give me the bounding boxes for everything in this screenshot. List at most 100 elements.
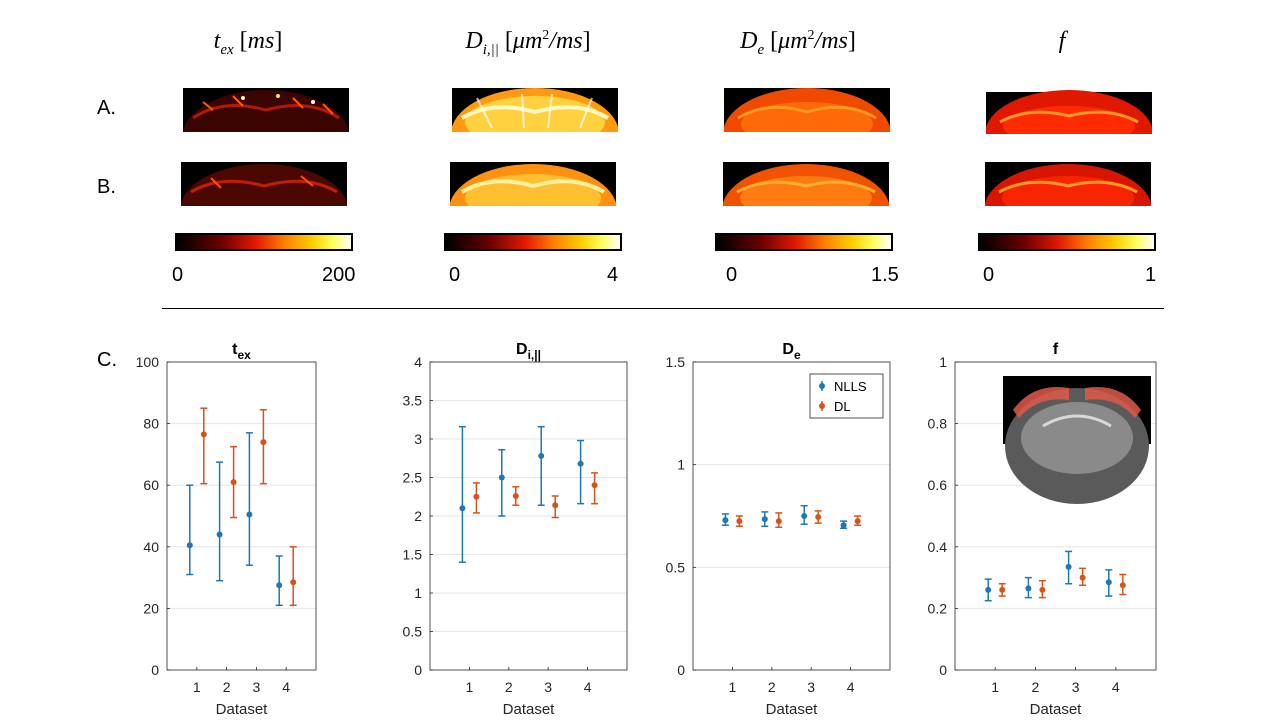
data-point	[1039, 586, 1046, 593]
data-point	[186, 542, 193, 549]
x-tick-label: 2	[223, 679, 231, 695]
y-tick-label: 0.5	[666, 559, 686, 575]
colorbar-max-tex: 200	[322, 264, 356, 286]
plot-area	[692, 361, 891, 671]
legend-label: DL	[834, 399, 851, 414]
x-tick-label: 4	[847, 679, 855, 695]
data-point	[200, 431, 207, 438]
x-tick-label: 4	[584, 679, 592, 695]
data-point	[1065, 563, 1072, 570]
x-tick-label: 3	[544, 679, 552, 695]
colorbar-max-f: 1	[1145, 264, 1157, 286]
y-tick-label: 2.5	[403, 470, 423, 486]
x-axis-label: Dataset	[1030, 701, 1083, 718]
x-tick-label: 1	[466, 679, 474, 695]
x-tick-label: 2	[768, 679, 776, 695]
data-point	[815, 514, 822, 521]
brain-map-f-a	[986, 90, 1152, 134]
colorbar-min-f: 0	[983, 264, 995, 286]
colorbar-min-di: 0	[449, 264, 461, 286]
inset-roi-left	[1013, 386, 1069, 418]
chart-title: tex	[232, 341, 251, 362]
data-point	[498, 474, 505, 481]
y-tick-label: 0	[151, 662, 159, 678]
y-tick-label: 0	[677, 662, 685, 678]
data-point	[761, 516, 768, 523]
y-tick-label: 40	[143, 539, 159, 555]
plot-area	[954, 361, 1157, 671]
data-point	[246, 511, 253, 518]
chart-title: De	[782, 341, 801, 362]
data-point	[260, 439, 267, 446]
colorbar-max-de: 1.5	[871, 264, 899, 286]
data-point	[1079, 574, 1086, 581]
x-tick-label: 1	[193, 679, 201, 695]
brain-map-f-b	[985, 162, 1151, 206]
x-tick-label: 3	[807, 679, 815, 695]
y-tick-label: 60	[143, 477, 159, 493]
section-divider	[162, 308, 1164, 309]
data-point	[552, 502, 559, 509]
colorbar-max-di: 4	[607, 264, 619, 286]
y-tick-label: 4	[414, 354, 422, 370]
x-axis-label: Dataset	[216, 701, 269, 718]
data-point	[985, 586, 992, 593]
colorbar-min-de: 0	[726, 264, 738, 286]
colorbar-de	[715, 233, 893, 251]
data-point	[230, 479, 237, 486]
data-point	[459, 505, 466, 512]
column-title-f: f	[1058, 28, 1066, 54]
colorbar-di	[444, 233, 622, 251]
y-tick-label: 20	[143, 600, 159, 616]
y-tick-label: 0.4	[928, 539, 948, 555]
brain-map-de-b	[723, 162, 889, 206]
x-tick-label: 2	[505, 679, 513, 695]
y-tick-label: 0	[414, 662, 422, 678]
brain-map-di-a	[452, 88, 618, 132]
inset-corpus	[1042, 414, 1112, 428]
x-axis-label: Dataset	[503, 701, 556, 718]
y-tick-label: 0.5	[403, 624, 423, 640]
column-title-tex: tex [ms]	[213, 28, 283, 58]
y-tick-label: 1.5	[403, 547, 423, 563]
y-tick-label: 0	[939, 662, 947, 678]
data-point	[1105, 579, 1112, 586]
y-tick-label: 3.5	[403, 393, 423, 409]
data-point	[577, 460, 584, 467]
brain-map-tex-a	[183, 88, 349, 132]
legend-marker	[819, 403, 825, 409]
brain-map-de-a	[724, 88, 890, 132]
inset-roi-right	[1085, 386, 1141, 418]
x-axis-label: Dataset	[766, 701, 819, 718]
x-tick-label: 1	[729, 679, 737, 695]
y-tick-label: 100	[136, 354, 160, 370]
data-point	[473, 493, 480, 500]
data-point	[276, 582, 283, 589]
x-tick-label: 3	[253, 679, 261, 695]
brain-map-di-b	[450, 162, 616, 206]
column-title-di: Di,|| [μm2/ms]	[465, 28, 591, 58]
x-tick-label: 2	[1032, 679, 1040, 695]
inset-brain-inner	[1021, 402, 1133, 474]
column-title-de: De [μm2/ms]	[740, 28, 856, 58]
colorbar-min-tex: 0	[172, 264, 184, 286]
data-point	[999, 586, 1006, 593]
data-point	[1025, 585, 1032, 592]
data-point	[722, 517, 729, 524]
y-tick-label: 0.2	[928, 600, 948, 616]
chart-title: f	[1053, 341, 1059, 358]
y-tick-label: 2	[414, 508, 422, 524]
x-tick-label: 3	[1072, 679, 1080, 695]
data-point	[216, 531, 223, 538]
y-tick-label: 3	[414, 431, 422, 447]
y-tick-label: 80	[143, 416, 159, 432]
legend-marker	[819, 383, 825, 389]
panel-c-label: C.	[97, 349, 117, 371]
data-point	[775, 518, 782, 525]
colorbar-f	[978, 233, 1156, 251]
plot-area	[166, 361, 317, 671]
row-label-b: B.	[97, 176, 116, 198]
y-tick-label: 1	[939, 354, 947, 370]
y-tick-label: 0.8	[928, 416, 948, 432]
